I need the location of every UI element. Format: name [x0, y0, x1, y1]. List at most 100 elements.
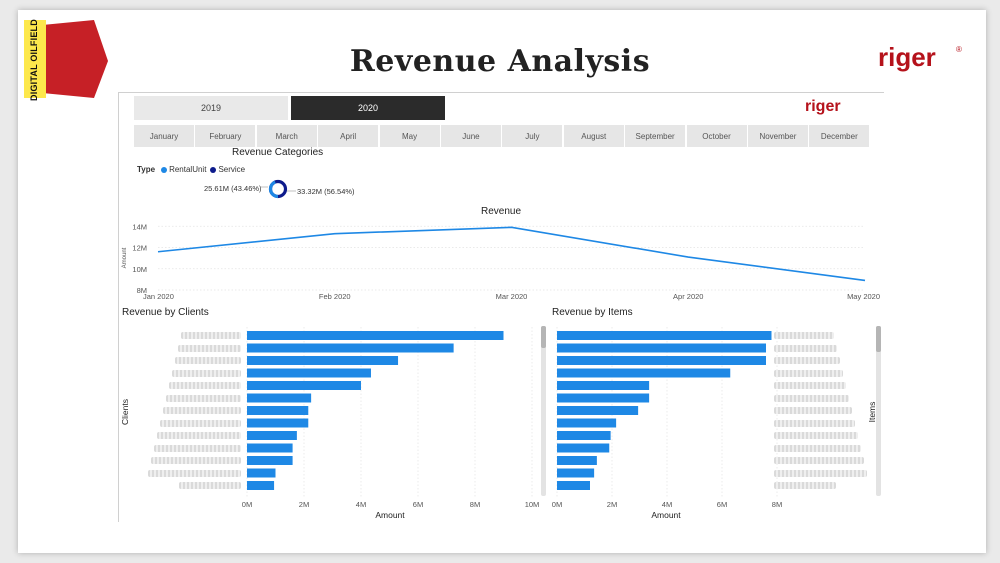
items-bar[interactable] — [557, 393, 650, 403]
items-scrollbar[interactable] — [876, 326, 881, 496]
items-redacted-label — [774, 469, 867, 477]
items-redacted-label — [774, 382, 846, 389]
line-xtick-label: Jan 2020 — [143, 292, 174, 301]
revenue-by-items-chart: Items Amount 0M 2M 4M 6M 8M — [552, 327, 877, 520]
line-chart-ylabel: Amount — [122, 247, 128, 268]
clients-chart-title: Revenue by Clients — [122, 307, 209, 318]
clients-xtick-label: 10M — [525, 500, 540, 509]
clients-redacted-label — [157, 432, 241, 439]
month-august[interactable]: August — [563, 125, 624, 147]
clients-bar[interactable] — [247, 481, 275, 490]
clients-redacted-label — [148, 469, 241, 477]
items-xtick-label: 2M — [607, 500, 617, 509]
year-tab-2020[interactable]: 2020 — [291, 96, 445, 120]
month-october[interactable]: October — [686, 125, 747, 147]
month-february[interactable]: February — [195, 125, 256, 147]
clients-redacted-label — [160, 419, 241, 427]
clients-bar[interactable] — [247, 331, 504, 340]
items-redacted-label — [774, 332, 834, 339]
clients-bar[interactable] — [247, 343, 454, 353]
clients-redacted-label — [169, 382, 241, 389]
clients-redacted-label — [151, 457, 241, 464]
month-september[interactable]: September — [625, 125, 686, 147]
clients-bar[interactable] — [247, 468, 276, 478]
clients-bar[interactable] — [247, 431, 297, 440]
donut-slice-rentalunit[interactable] — [268, 179, 288, 199]
items-redacted-label — [774, 444, 861, 452]
items-chart-title: Revenue by Items — [552, 307, 633, 318]
month-april[interactable]: April — [318, 125, 379, 147]
line-ytick-label: 14M — [132, 222, 147, 231]
month-march[interactable]: March — [256, 125, 317, 147]
clients-redacted-label — [178, 344, 241, 352]
riger-logo-small-text: riger — [805, 98, 841, 115]
items-bar[interactable] — [557, 443, 610, 453]
month-january[interactable]: January — [134, 125, 194, 147]
items-bar[interactable] — [557, 418, 617, 428]
legend-item-service[interactable]: Service — [210, 165, 245, 174]
ribbon-yellow-strip — [24, 20, 46, 98]
revenue-categories-legend: Type RentalUnit Service — [137, 165, 245, 174]
items-bar[interactable] — [557, 431, 611, 440]
items-redacted-label — [774, 419, 855, 427]
items-bar[interactable] — [557, 468, 595, 478]
legend-item-rentalunit[interactable]: RentalUnit — [161, 165, 206, 174]
line-xtick-label: May 2020 — [847, 292, 880, 301]
month-november[interactable]: November — [747, 125, 808, 147]
clients-bar[interactable] — [247, 356, 399, 365]
riger-logo: riger ® — [878, 42, 962, 72]
line-ytick-label: 12M — [132, 244, 147, 253]
clients-scroll-thumb[interactable] — [541, 326, 546, 348]
items-redacted-label — [774, 344, 837, 352]
items-xtick-label: 6M — [717, 500, 727, 509]
revenue-series-line[interactable] — [157, 226, 866, 282]
clients-xlabel: Amount — [375, 510, 405, 520]
items-xtick-label: 0M — [552, 500, 562, 509]
month-july[interactable]: July — [502, 125, 563, 147]
clients-xtick-label: 4M — [356, 500, 366, 509]
month-may[interactable]: May — [379, 125, 440, 147]
items-redacted-label — [774, 457, 864, 464]
items-xlabel: Amount — [651, 510, 681, 520]
clients-redacted-label — [163, 407, 241, 414]
revenue-categories-title: Revenue Categories — [232, 147, 324, 158]
clients-bar[interactable] — [247, 406, 309, 415]
items-scroll-thumb[interactable] — [876, 326, 881, 352]
items-bar[interactable] — [557, 406, 639, 415]
clients-bar[interactable] — [247, 456, 293, 465]
clients-redacted-label — [181, 332, 241, 339]
items-xtick-label: 4M — [662, 500, 672, 509]
items-bar[interactable] — [557, 356, 766, 365]
month-december[interactable]: December — [809, 125, 870, 147]
year-tab-2019[interactable]: 2019 — [134, 96, 288, 120]
month-june[interactable]: June — [440, 125, 501, 147]
items-bar[interactable] — [557, 331, 772, 340]
clients-bar[interactable] — [247, 381, 361, 390]
clients-scrollbar[interactable] — [541, 326, 546, 496]
donut-chart — [260, 179, 296, 199]
clients-bar[interactable] — [247, 418, 309, 428]
items-bar[interactable] — [557, 368, 731, 378]
clients-bar[interactable] — [247, 393, 312, 403]
clients-ylabel: Clients — [120, 399, 130, 425]
items-xtick-label: 8M — [772, 500, 782, 509]
ribbon-red-shape — [32, 20, 108, 98]
items-ylabel: Items — [867, 402, 877, 423]
items-redacted-label — [774, 394, 849, 402]
items-bar[interactable] — [557, 343, 766, 353]
items-bar[interactable] — [557, 481, 590, 490]
revenue-line-chart: Revenue Amount 8M 10M 12M 14M Jan 2020 Feb 20… — [122, 206, 880, 301]
items-bar[interactable] — [557, 456, 597, 465]
clients-redacted-label — [172, 369, 241, 377]
line-chart-title: Revenue — [481, 206, 521, 217]
legend-label-service: Service — [218, 165, 246, 174]
clients-xtick-label: 6M — [413, 500, 423, 509]
dashboard-panel — [118, 92, 884, 522]
clients-redacted-label — [166, 394, 241, 402]
ribbon-badge — [24, 20, 108, 98]
donut-label-service: 33.32M (56.54%) — [297, 187, 355, 196]
clients-bar[interactable] — [247, 443, 293, 453]
clients-redacted-label — [179, 482, 241, 489]
items-bar[interactable] — [557, 381, 650, 390]
clients-bar[interactable] — [247, 368, 371, 378]
